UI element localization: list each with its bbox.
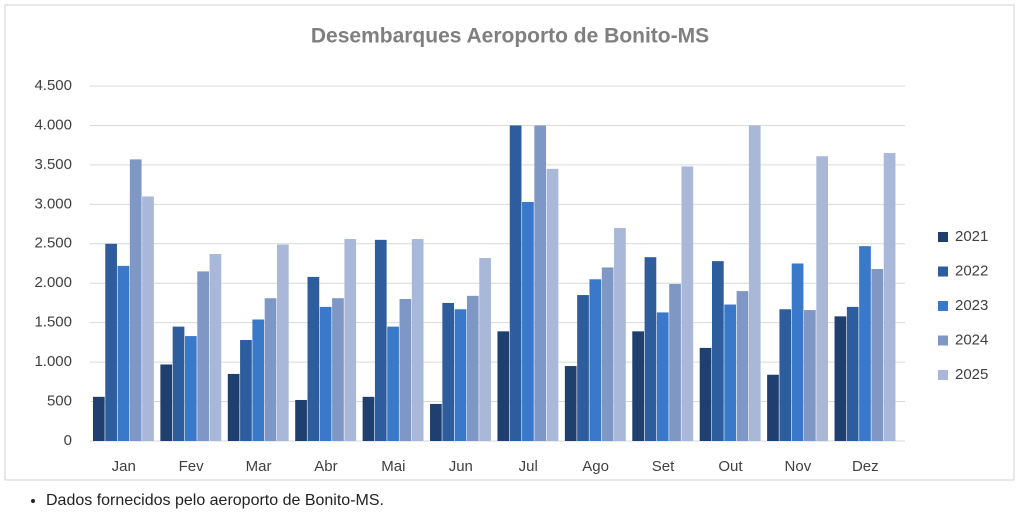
bar — [834, 316, 847, 441]
bar — [362, 396, 375, 441]
bar — [497, 331, 510, 441]
bar — [172, 326, 185, 441]
bar — [142, 196, 154, 441]
bar — [160, 364, 173, 441]
bar — [184, 336, 197, 441]
bar — [846, 306, 859, 441]
bar — [522, 201, 534, 441]
bar — [699, 347, 712, 441]
bar — [589, 279, 602, 441]
bar — [681, 166, 694, 441]
bar — [105, 243, 117, 441]
bar — [197, 271, 209, 441]
legend-swatch — [938, 301, 948, 311]
x-tick-label: Fev — [179, 458, 205, 475]
bar — [724, 304, 737, 441]
bar — [669, 284, 681, 441]
x-tick-label: Out — [718, 458, 743, 475]
y-tick-label: 2.000 — [34, 274, 72, 291]
legend-label: 2021 — [955, 228, 988, 245]
bar — [240, 340, 252, 441]
bar — [767, 374, 779, 441]
bar — [816, 156, 829, 441]
x-tick-label: Jan — [112, 458, 136, 475]
bar — [332, 298, 344, 441]
y-tick-label: 500 — [47, 393, 72, 410]
bar — [883, 153, 896, 442]
x-tick-label: Jul — [519, 458, 538, 475]
bar — [411, 239, 424, 441]
x-tick-label: Jun — [449, 458, 473, 475]
bar — [546, 168, 559, 442]
legend-label: 2022 — [955, 262, 988, 279]
bar — [644, 257, 657, 441]
x-tick-label: Dez — [852, 458, 879, 475]
y-tick-label: 2.500 — [34, 235, 72, 252]
bar — [454, 309, 467, 441]
legend-label: 2023 — [955, 297, 988, 314]
bar — [748, 125, 761, 441]
bar — [264, 298, 277, 441]
bar — [92, 396, 105, 441]
chart-title: Desembarques Aeroporto de Bonito-MS — [311, 25, 709, 48]
bar — [534, 125, 547, 441]
y-tick-label: 0 — [64, 432, 72, 449]
bar — [307, 276, 320, 441]
bar — [442, 302, 455, 441]
x-tick-label: Nov — [785, 458, 812, 475]
bar — [209, 254, 222, 441]
bar — [117, 265, 130, 441]
bar — [466, 295, 479, 441]
bar — [614, 228, 626, 441]
bar — [295, 399, 307, 441]
x-tick-label: Ago — [582, 458, 609, 475]
y-tick-label: 1.500 — [34, 314, 72, 331]
bar — [227, 373, 240, 441]
bar — [871, 269, 884, 441]
bar — [387, 326, 399, 441]
bar — [319, 306, 332, 441]
footnote: Dados fornecidos pelo aeroporto de Bonit… — [46, 492, 384, 510]
bar — [129, 159, 142, 441]
footnote-list: Dados fornecidos pelo aeroporto de Bonit… — [22, 492, 384, 510]
bar — [779, 309, 792, 441]
bar — [430, 403, 442, 441]
bar — [252, 319, 265, 441]
bar — [804, 310, 816, 441]
bar — [656, 312, 669, 441]
y-tick-label: 3.500 — [34, 156, 72, 173]
bar — [577, 295, 589, 441]
bar — [564, 366, 577, 441]
legend-swatch — [938, 335, 948, 346]
bar — [712, 261, 724, 441]
bar — [479, 257, 491, 441]
bar — [859, 246, 871, 441]
bar — [399, 299, 412, 441]
legend-swatch — [938, 232, 948, 242]
x-tick-label: Mar — [246, 458, 272, 475]
y-tick-label: 4.000 — [34, 116, 72, 133]
legend-label: 2025 — [955, 366, 988, 383]
legend-label: 2024 — [955, 331, 988, 348]
bar — [736, 291, 749, 441]
x-tick-label: Set — [652, 458, 675, 475]
bar — [601, 267, 614, 441]
bar — [632, 331, 644, 441]
bar — [791, 263, 804, 441]
chart: Desembarques Aeroporto de Bonito-MS 0 500… — [4, 4, 1015, 481]
bar — [344, 239, 357, 441]
bar — [276, 244, 289, 441]
y-tick-label: 3.000 — [34, 195, 72, 212]
y-tick-label: 4.500 — [34, 77, 72, 94]
legend-swatch — [938, 266, 948, 277]
x-tick-label: Abr — [314, 458, 337, 475]
bar — [374, 239, 387, 441]
y-tick-label: 1.000 — [34, 353, 72, 370]
legend-swatch — [938, 370, 948, 380]
bar — [509, 125, 522, 441]
x-tick-label: Mai — [381, 458, 405, 475]
